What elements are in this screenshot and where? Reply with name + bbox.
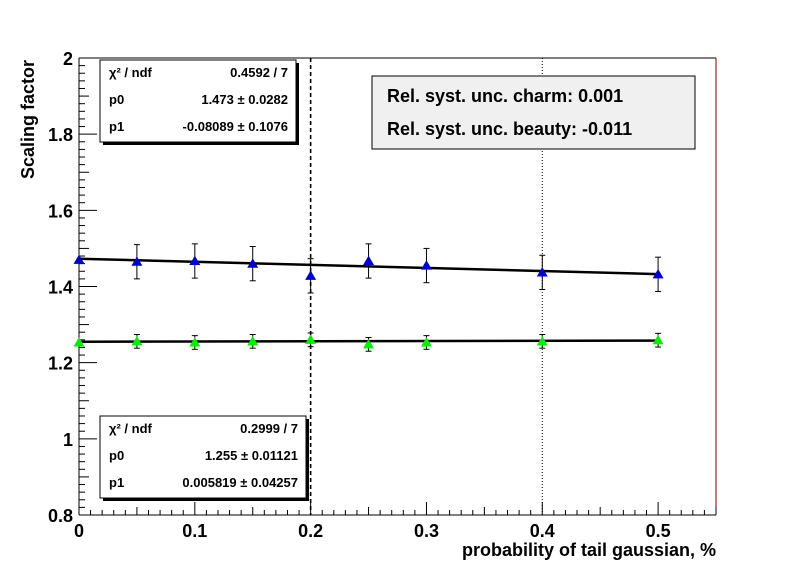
- y-tick-label: 2: [63, 49, 73, 69]
- data-point-s0-6: [420, 260, 432, 270]
- y-tick-label: 1.2: [48, 354, 73, 374]
- x-tick-label: 0.2: [298, 521, 323, 541]
- data-point-s1-6: [420, 337, 432, 347]
- data-point-s1-1: [131, 335, 143, 346]
- stat-label: p1: [109, 475, 124, 490]
- stat-label: p1: [109, 119, 124, 134]
- stat-value: 0.4592 / 7: [230, 65, 288, 80]
- annotation-line: Rel. syst. unc. charm: 0.001: [387, 86, 623, 106]
- data-point-s1-3: [247, 335, 259, 346]
- data-point-s1-7: [536, 335, 548, 346]
- data-point-s1-2: [189, 337, 201, 347]
- data-point-s0-0: [73, 254, 85, 264]
- data-point-s0-1: [131, 256, 143, 266]
- x-tick-label: 0.1: [182, 521, 207, 541]
- annotation-box: [371, 75, 696, 150]
- stat-value: -0.08089 ± 0.1076: [183, 119, 288, 134]
- y-axis-label: Scaling factor: [18, 60, 38, 179]
- stat-label: p0: [109, 92, 124, 107]
- y-tick-label: 0.8: [48, 506, 73, 526]
- y-tick-label: 1.4: [48, 278, 73, 298]
- stat-value: 1.473 ± 0.0282: [201, 92, 288, 107]
- data-point-s1-4: [305, 334, 317, 344]
- annotation-line: Rel. syst. unc. beauty: -0.011: [387, 119, 632, 139]
- stat-label: χ² / ndf: [109, 421, 153, 436]
- data-point-s0-8: [652, 268, 664, 279]
- data-point-s0-2: [189, 255, 201, 266]
- x-tick-label: 0.3: [414, 521, 439, 541]
- stat-label: χ² / ndf: [109, 65, 153, 80]
- x-tick-label: 0: [74, 521, 84, 541]
- data-point-s1-5: [363, 338, 375, 349]
- y-tick-label: 1: [63, 430, 73, 450]
- stat-value: 1.255 ± 0.01121: [205, 448, 298, 463]
- x-tick-label: 0.4: [530, 521, 555, 541]
- data-point-s0-5: [363, 255, 375, 266]
- y-tick-label: 1.8: [48, 125, 73, 145]
- stat-value: 0.2999 / 7: [240, 421, 298, 436]
- data-point-s1-0: [73, 337, 85, 347]
- stat-box-1: [99, 415, 307, 499]
- stat-box-0: [99, 59, 297, 143]
- data-point-s1-8: [652, 334, 664, 345]
- data-point-s0-7: [536, 267, 548, 277]
- x-tick-label: 0.5: [646, 521, 671, 541]
- stat-label: p0: [109, 448, 124, 463]
- y-tick-label: 1.6: [48, 201, 73, 221]
- data-point-s0-4: [305, 270, 317, 280]
- x-axis-label: probability of tail gaussian, %: [462, 540, 716, 560]
- data-point-s0-3: [247, 258, 259, 268]
- stat-value: 0.005819 ± 0.04257: [182, 475, 298, 490]
